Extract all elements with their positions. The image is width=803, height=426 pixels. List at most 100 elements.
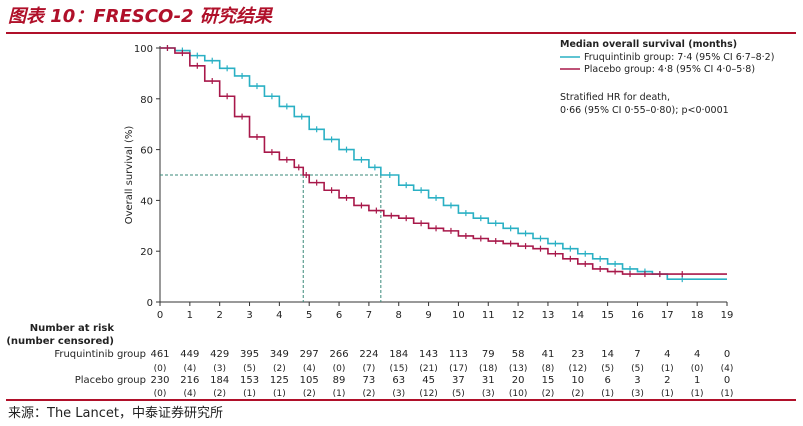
x-tick-label: 2 xyxy=(216,310,222,321)
risk-count: 266 xyxy=(330,349,349,360)
censored-count: (2) xyxy=(213,389,226,399)
risk-count: 23 xyxy=(571,349,584,360)
x-tick-label: 1 xyxy=(187,310,193,321)
censored-count: (17) xyxy=(449,364,467,374)
risk-row-label: Placebo group xyxy=(75,375,146,386)
censored-count: (0) xyxy=(154,364,167,374)
x-tick-label: 18 xyxy=(691,310,704,321)
x-tick-label: 17 xyxy=(661,310,674,321)
legend-entry-placebo: Placebo group: 4·8 (95% CI 4·0–5·8) xyxy=(584,64,755,75)
risk-count: 184 xyxy=(210,375,229,386)
x-tick-label: 15 xyxy=(601,310,614,321)
source-note: 来源：The Lancet，中泰证券研究所 xyxy=(8,406,224,421)
risk-count: 153 xyxy=(240,375,259,386)
risk-count: 297 xyxy=(300,349,319,360)
x-tick-label: 14 xyxy=(571,310,584,321)
censored-count: (2) xyxy=(542,389,555,399)
risk-count: 4 xyxy=(664,349,670,360)
figure-title: 图表 10：FRESCO-2 研究结果 xyxy=(8,6,272,27)
risk-count: 224 xyxy=(359,349,378,360)
risk-count: 184 xyxy=(389,349,408,360)
censored-count: (7) xyxy=(363,364,376,374)
censored-count: (1) xyxy=(691,389,704,399)
risk-table-header: Number at risk xyxy=(30,323,115,334)
risk-count: 89 xyxy=(333,375,346,386)
censored-count: (1) xyxy=(661,364,674,374)
x-tick-label: 5 xyxy=(306,310,312,321)
risk-count: 10 xyxy=(571,375,584,386)
legend-title: Median overall survival (months) xyxy=(560,39,737,50)
risk-count: 105 xyxy=(300,375,319,386)
risk-count: 449 xyxy=(180,349,199,360)
risk-count: 4 xyxy=(694,349,700,360)
y-tick-label: 0 xyxy=(147,298,153,309)
x-tick-label: 19 xyxy=(721,310,734,321)
x-tick-label: 8 xyxy=(396,310,402,321)
censored-count: (15) xyxy=(389,364,407,374)
censored-count: (2) xyxy=(571,389,584,399)
x-tick-label: 6 xyxy=(336,310,342,321)
censored-count: (2) xyxy=(303,389,316,399)
censored-count: (5) xyxy=(243,364,256,374)
censored-count: (3) xyxy=(631,389,644,399)
censored-count: (10) xyxy=(509,389,527,399)
title-rule xyxy=(6,32,796,34)
x-tick-label: 7 xyxy=(366,310,372,321)
y-tick-label: 20 xyxy=(140,247,153,258)
risk-count: 230 xyxy=(150,375,169,386)
x-tick-label: 11 xyxy=(482,310,495,321)
censored-count: (13) xyxy=(509,364,527,374)
risk-count: 73 xyxy=(363,375,376,386)
censored-count: (5) xyxy=(631,364,644,374)
x-tick-label: 4 xyxy=(276,310,282,321)
censored-count: (12) xyxy=(569,364,587,374)
risk-count: 461 xyxy=(150,349,169,360)
censored-count: (5) xyxy=(452,389,465,399)
censored-count: (4) xyxy=(183,364,196,374)
risk-table-subheader: (number censored) xyxy=(6,336,114,347)
risk-count: 3 xyxy=(634,375,640,386)
risk-count: 1 xyxy=(694,375,700,386)
risk-count: 31 xyxy=(482,375,495,386)
risk-count: 125 xyxy=(270,375,289,386)
risk-count: 0 xyxy=(724,349,730,360)
risk-count: 0 xyxy=(724,375,730,386)
risk-count: 15 xyxy=(542,375,555,386)
x-tick-label: 16 xyxy=(631,310,644,321)
censored-count: (0) xyxy=(154,389,167,399)
censored-count: (4) xyxy=(183,389,196,399)
hr-annotation: 0·66 (95% CI 0·55–0·80); p<0·0001 xyxy=(560,105,729,116)
risk-count: 41 xyxy=(542,349,555,360)
y-tick-label: 100 xyxy=(134,44,153,55)
censored-count: (5) xyxy=(601,364,614,374)
risk-count: 395 xyxy=(240,349,259,360)
risk-count: 113 xyxy=(449,349,468,360)
censored-count: (8) xyxy=(542,364,555,374)
censored-count: (18) xyxy=(479,364,497,374)
x-tick-label: 0 xyxy=(157,310,163,321)
censored-count: (0) xyxy=(333,364,346,374)
censored-count: (3) xyxy=(213,364,226,374)
risk-count: 79 xyxy=(482,349,495,360)
risk-count: 2 xyxy=(664,375,670,386)
risk-count: 349 xyxy=(270,349,289,360)
censored-count: (4) xyxy=(303,364,316,374)
risk-count: 14 xyxy=(601,349,614,360)
legend-entry-fruq: Fruquintinib group: 7·4 (95% CI 6·7–8·2) xyxy=(584,52,774,63)
risk-count: 45 xyxy=(422,375,435,386)
censored-count: (1) xyxy=(661,389,674,399)
risk-count: 7 xyxy=(634,349,640,360)
censored-count: (4) xyxy=(721,364,734,374)
risk-count: 37 xyxy=(452,375,465,386)
censored-count: (1) xyxy=(721,389,734,399)
y-tick-label: 60 xyxy=(140,146,153,157)
risk-count: 216 xyxy=(180,375,199,386)
x-tick-label: 10 xyxy=(452,310,465,321)
hr-annotation: Stratified HR for death, xyxy=(560,92,670,103)
risk-count: 429 xyxy=(210,349,229,360)
x-tick-label: 9 xyxy=(425,310,431,321)
series-line-fruq xyxy=(160,47,727,280)
x-tick-label: 13 xyxy=(542,310,555,321)
y-axis-label: Overall survival (%) xyxy=(124,126,135,225)
